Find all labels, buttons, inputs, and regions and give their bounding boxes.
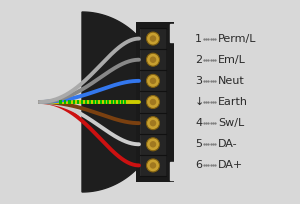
Text: DA+: DA+ — [218, 160, 243, 170]
Text: Neut: Neut — [218, 76, 245, 86]
Circle shape — [150, 120, 156, 126]
Polygon shape — [82, 12, 164, 192]
Circle shape — [146, 32, 160, 45]
Text: 3: 3 — [195, 76, 202, 86]
Polygon shape — [170, 162, 178, 180]
Bar — [166, 22, 172, 182]
Text: Sw/L: Sw/L — [218, 118, 244, 128]
Circle shape — [150, 35, 156, 42]
Text: ↓: ↓ — [195, 97, 204, 107]
Bar — [140, 28, 166, 176]
Text: Earth: Earth — [218, 97, 248, 107]
Circle shape — [146, 159, 160, 172]
Circle shape — [150, 57, 156, 63]
Polygon shape — [170, 24, 178, 42]
Text: 5: 5 — [195, 139, 202, 149]
Circle shape — [146, 74, 160, 87]
Circle shape — [150, 162, 156, 169]
Circle shape — [150, 141, 156, 147]
Circle shape — [150, 78, 156, 84]
Circle shape — [146, 53, 160, 66]
Circle shape — [146, 138, 160, 151]
Text: 6: 6 — [195, 160, 202, 170]
Text: Em/L: Em/L — [218, 55, 246, 65]
Text: 2: 2 — [195, 55, 202, 65]
Circle shape — [150, 99, 156, 105]
Text: 1: 1 — [195, 34, 202, 44]
Circle shape — [146, 117, 160, 130]
Text: 4: 4 — [195, 118, 202, 128]
Text: DA-: DA- — [218, 139, 238, 149]
Circle shape — [146, 95, 160, 109]
Text: Perm/L: Perm/L — [218, 34, 256, 44]
Bar — [136, 22, 174, 182]
